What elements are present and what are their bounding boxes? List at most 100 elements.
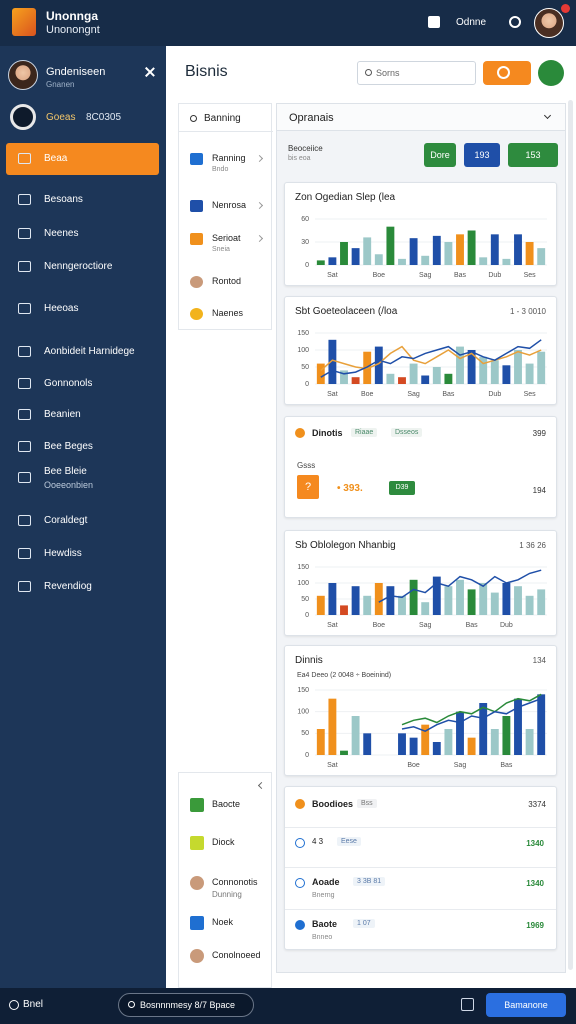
line-series (378, 569, 542, 603)
list-item[interactable]: Baocte (179, 797, 271, 815)
list-item[interactable]: Serioat Sneia (179, 231, 271, 259)
bar (537, 351, 546, 384)
list-icon (190, 876, 204, 890)
summary-title: Dinotis (312, 428, 343, 438)
footer-search[interactable]: Bosnnnmesy 8/7 Bpace (118, 993, 254, 1017)
y-tick-label: 30 (301, 239, 309, 246)
activity-row[interactable]: Aoade 3 3B 81 Bnerng 1340 (285, 868, 556, 908)
list-item[interactable]: Noek (179, 915, 271, 933)
nav-item[interactable]: Aonbideit Harnidege (6, 336, 159, 368)
nav-item[interactable]: Nenngeroctiore (6, 251, 159, 283)
y-tick-label: 50 (301, 364, 309, 371)
nav-label: Bee Bleie (44, 466, 87, 477)
bar (479, 356, 488, 384)
row-sublabel: Bnneo (312, 934, 333, 941)
list-item[interactable]: Naenes (179, 306, 271, 324)
bar (398, 595, 406, 615)
list-sublabel: Bndo (212, 166, 229, 173)
chevron (255, 154, 264, 163)
nav-item[interactable]: Revendiog (6, 571, 159, 603)
overview-button[interactable]: 153 (508, 143, 558, 167)
nav-item[interactable]: Gonnonols (6, 368, 159, 400)
line-series (320, 345, 542, 371)
list-item[interactable]: Ranning Bndo (179, 151, 271, 179)
list-label: Baocte (212, 799, 241, 809)
y-tick-label: 50 (301, 596, 309, 603)
list-item[interactable]: Connonotis Dunning (179, 875, 271, 903)
bar (525, 363, 534, 384)
nav-item[interactable]: Beanien (6, 399, 159, 431)
y-tick-label: 50 (301, 730, 309, 737)
card: Dinnis 134 Ea4 Deeo (2 0048 ÷ Boeinind) 0 50… (284, 645, 557, 776)
bar (409, 737, 418, 755)
bar (479, 257, 488, 265)
account-icon (10, 104, 36, 130)
activity-row[interactable]: Baote 1 07 Bnneo 1969 (285, 910, 556, 950)
bar (316, 363, 325, 384)
nav-item[interactable]: Heeoas (6, 293, 159, 325)
nav-item[interactable]: Neenes (6, 218, 159, 250)
summary-amount: • 393. (337, 483, 363, 494)
list-search[interactable]: Banning (204, 113, 241, 124)
row-icon (295, 920, 305, 930)
list-item[interactable]: Diock (179, 835, 271, 853)
nav-item[interactable]: Hewdiss (6, 538, 159, 570)
search-icon (128, 1001, 135, 1008)
activity-row[interactable]: 4 3 Eese 1340 (285, 828, 556, 868)
avatar[interactable] (534, 8, 564, 38)
status-dot (295, 428, 305, 438)
chart: 0 50 100 150 Sat Boe Sag Bas Dub Ses (297, 330, 547, 398)
nav-item[interactable]: Besoans (6, 184, 159, 216)
overview-sublabel: bis eoa (288, 155, 311, 162)
x-tick-label: Dub (488, 391, 501, 398)
row-value: 1340 (526, 839, 544, 848)
list-item[interactable]: Conolnoeed (179, 948, 271, 966)
status-icon[interactable] (509, 16, 521, 28)
bar (467, 737, 476, 755)
nav-item[interactable]: Beaa (6, 143, 159, 175)
nav-item[interactable]: Coraldegt (6, 505, 159, 537)
footer-icon[interactable] (461, 998, 474, 1011)
chevron (257, 781, 266, 790)
bar (537, 694, 546, 755)
chart: 0 50 100 150 Sat Boe Sag Bas (297, 687, 547, 769)
nav-item[interactable]: Bee Bleie Ooeeonbien (6, 462, 159, 498)
account-name: Goeas (46, 112, 76, 123)
list-icon (190, 153, 203, 165)
list-label: Connonotis (212, 877, 258, 887)
search-box[interactable]: Sorns (357, 61, 476, 85)
bar (456, 711, 464, 755)
x-tick-label: Bas (500, 762, 513, 769)
bar (398, 258, 406, 265)
footer-status: Bnel (23, 999, 44, 1010)
footer-button[interactable]: Bamanone (486, 993, 566, 1017)
nav-item[interactable]: Bee Beges (6, 431, 159, 463)
y-tick-label: 150 (297, 687, 309, 694)
list-label: Nenrosa (212, 200, 247, 210)
x-tick-label: Sat (327, 622, 338, 629)
home-icon[interactable] (428, 16, 440, 28)
user-label[interactable]: Odnne (456, 17, 487, 28)
close-button[interactable] (144, 66, 156, 78)
bar (514, 234, 522, 265)
bar (421, 724, 430, 755)
panel-header (277, 104, 565, 131)
app-title: Unonnga (46, 9, 98, 23)
y-tick-label: 100 (297, 709, 309, 716)
x-tick-label: Boe (373, 622, 386, 629)
add-button[interactable] (538, 60, 564, 86)
y-tick-label: 0 (305, 752, 309, 759)
list-item[interactable]: Nenrosa (179, 198, 271, 216)
overview-button[interactable]: 193 (464, 143, 500, 167)
bar (421, 375, 430, 384)
status-icon (9, 1000, 19, 1010)
overview-button[interactable]: Dore (424, 143, 456, 167)
list-item[interactable]: Rontod (179, 274, 271, 292)
chart-title: Dinnis (295, 655, 323, 666)
status-dot (295, 799, 305, 809)
bar (421, 602, 430, 615)
bar (537, 248, 546, 265)
y-tick-label: 60 (301, 216, 309, 223)
y-tick-label: 0 (305, 612, 309, 619)
bar (328, 698, 337, 755)
